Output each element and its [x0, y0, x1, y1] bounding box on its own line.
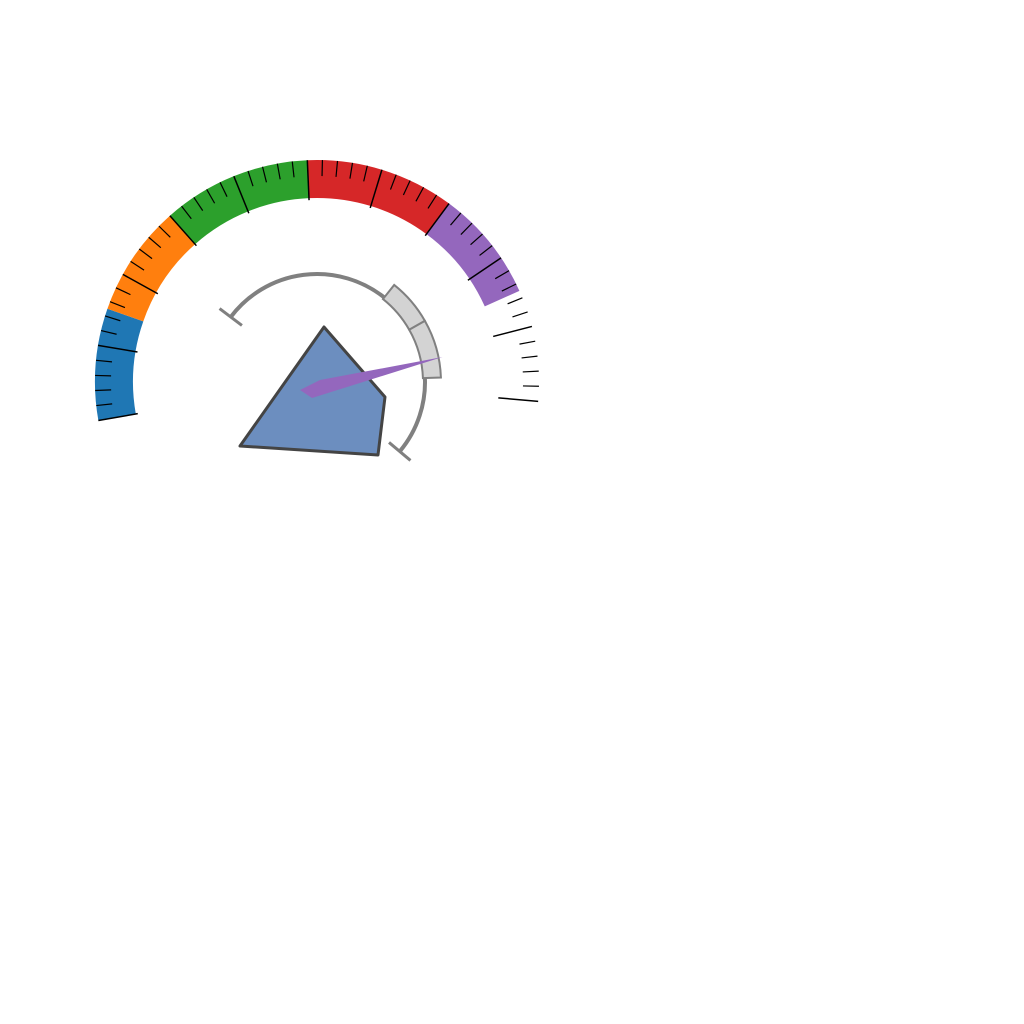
major-tick: [498, 397, 539, 403]
needle-layer: [300, 357, 443, 398]
minor-tick: [512, 311, 528, 318]
minor-tick: [130, 260, 145, 271]
minor-tick: [193, 196, 204, 211]
gauge-needle: [300, 357, 443, 398]
minor-tick: [450, 212, 462, 226]
minor-tick: [219, 182, 228, 197]
minor-tick: [415, 186, 425, 202]
gauge-ticks: [95, 160, 539, 422]
inner-scale: [218, 272, 442, 462]
minor-tick: [247, 170, 254, 187]
minor-tick: [100, 329, 117, 335]
minor-tick: [104, 315, 121, 322]
gauge-band-2: [169, 160, 309, 245]
minor-tick: [470, 233, 483, 246]
gauge-band-3: [307, 159, 450, 235]
major-tick: [306, 160, 310, 201]
minor-tick: [96, 403, 113, 407]
minor-tick: [389, 174, 397, 190]
major-tick: [493, 325, 533, 338]
minor-tick: [460, 222, 473, 235]
inner-arc-end-cap: [388, 441, 412, 462]
major-tick: [369, 169, 383, 209]
minor-tick: [519, 340, 536, 345]
minor-tick: [335, 160, 339, 177]
major-tick: [98, 412, 138, 422]
minor-tick: [276, 163, 281, 180]
minor-tick: [138, 248, 153, 260]
major-tick: [97, 344, 138, 353]
inner-arc-start-cap: [218, 307, 243, 327]
minor-tick: [363, 165, 368, 182]
major-tick: [467, 257, 502, 281]
minor-tick: [96, 359, 113, 363]
minor-tick: [115, 287, 131, 296]
minor-tick: [494, 270, 510, 280]
major-tick: [424, 203, 450, 237]
gauge-band-1: [107, 215, 196, 322]
minor-tick: [206, 189, 216, 204]
gauge-band-0: [94, 308, 144, 421]
minor-tick: [109, 301, 126, 309]
major-tick: [233, 175, 250, 214]
minor-tick: [291, 161, 295, 178]
minor-tick: [479, 245, 493, 256]
minor-tick: [522, 370, 539, 373]
minor-tick: [507, 297, 523, 305]
minor-tick: [95, 389, 112, 392]
minor-tick: [158, 225, 171, 238]
inner-highlight-band-1: [407, 319, 442, 380]
major-tick: [169, 215, 197, 247]
minor-tick: [521, 355, 538, 359]
minor-tick: [349, 162, 354, 179]
major-tick: [122, 273, 159, 295]
minor-tick: [261, 166, 268, 183]
minor-tick: [148, 236, 162, 249]
minor-tick: [402, 180, 411, 196]
gauge-bands: [94, 159, 520, 421]
minor-tick: [181, 205, 192, 220]
minor-tick: [427, 194, 438, 209]
inner-highlight-band-0: [381, 283, 427, 332]
gauge-band-4: [426, 203, 520, 307]
minor-tick: [501, 283, 517, 292]
